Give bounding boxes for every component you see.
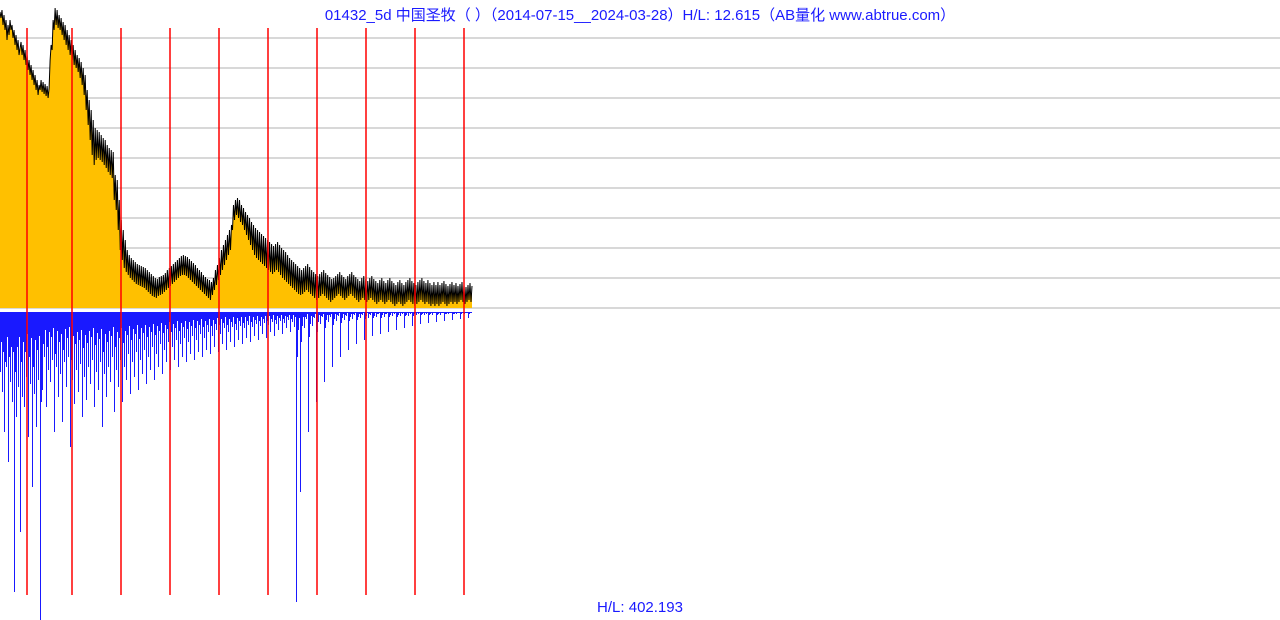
chart-canvas <box>0 0 1280 620</box>
chart-title: 01432_5d 中国圣牧（ ）（2014-07-15__2024-03-28）… <box>0 4 1280 25</box>
chart-bottom-label: H/L: 402.193 <box>0 599 1280 616</box>
stock-chart: 01432_5d 中国圣牧（ ）（2014-07-15__2024-03-28）… <box>0 0 1280 620</box>
